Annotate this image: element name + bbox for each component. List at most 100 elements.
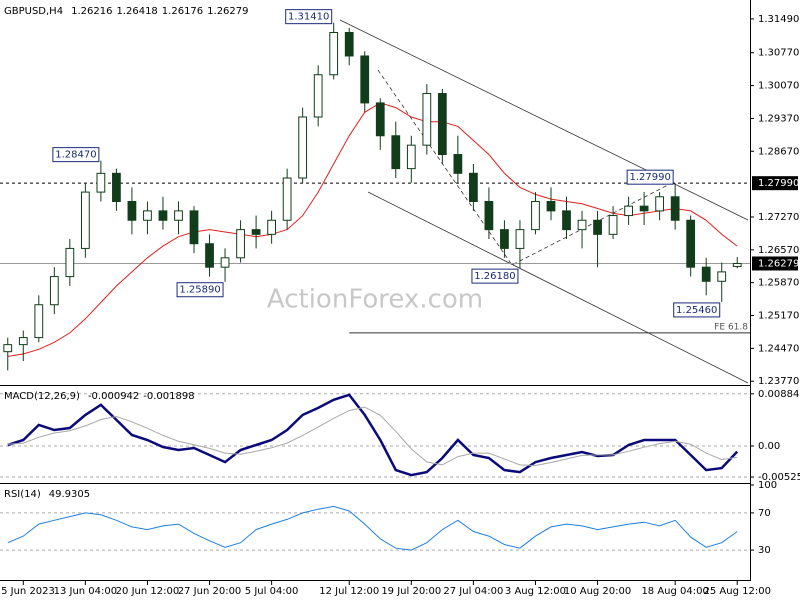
annotation-label: 1.26180 xyxy=(474,271,515,282)
candle-body xyxy=(298,116,308,179)
x-tick-label: 5 Jun 2023 xyxy=(1,586,55,597)
y-tick-label: 1.31490 xyxy=(758,14,799,25)
y-tick-label: 1.30070 xyxy=(758,81,799,92)
candle-body xyxy=(639,205,649,212)
candle-body xyxy=(406,144,416,170)
header-value: -0.000942 xyxy=(88,391,139,402)
panel-header: GBPUSD,H4 1.26216 1.26418 1.26176 1.26279 xyxy=(4,6,249,17)
channel-lower xyxy=(367,191,749,384)
candle-body xyxy=(515,229,525,249)
candle-body xyxy=(251,229,261,235)
candle-body xyxy=(391,135,401,170)
indicator-line xyxy=(7,406,738,467)
y-tick-label: 1.25170 xyxy=(758,311,799,322)
candle-body xyxy=(437,93,447,156)
y-tick-label: 0.00 xyxy=(758,441,780,452)
y-tick-label: 1.24470 xyxy=(758,343,799,354)
candle-body xyxy=(267,219,276,235)
candle-body xyxy=(422,93,432,146)
header-value: 1.26279 xyxy=(207,6,248,17)
x-tick-label: 3 Aug 12:00 xyxy=(505,586,566,597)
y-tick-label: 30 xyxy=(758,545,771,556)
candle-body xyxy=(344,32,354,57)
channel-upper xyxy=(339,19,749,221)
x-tick-label: 12 Jul 12:00 xyxy=(319,586,379,597)
candle-body xyxy=(236,229,245,259)
candle-body xyxy=(282,177,292,221)
candle-body xyxy=(717,271,727,282)
candle-body xyxy=(174,210,183,221)
y-tick-label: 1.25870 xyxy=(758,278,799,289)
candle-body xyxy=(143,210,152,221)
candle-body xyxy=(562,210,571,231)
candle-body xyxy=(49,276,59,306)
candle-body xyxy=(701,266,711,282)
price-label: 1.27990 xyxy=(758,178,799,189)
header-value: 1.26216 xyxy=(71,6,112,17)
candle-body xyxy=(127,200,137,221)
candle-body xyxy=(500,229,509,249)
annotation-box xyxy=(52,147,100,163)
candle-body xyxy=(375,102,385,137)
header-value: 49.9305 xyxy=(49,489,90,500)
header-value: 1.26176 xyxy=(162,6,203,17)
price-label-box xyxy=(752,256,798,271)
y-tick-label: 1.28670 xyxy=(758,146,799,157)
candle-body xyxy=(546,200,556,212)
y-tick-label: 1.23770 xyxy=(758,376,799,387)
candle-body xyxy=(34,304,44,339)
candle-body xyxy=(655,196,665,212)
candle-body xyxy=(329,32,339,76)
candle-body xyxy=(205,243,214,268)
candle-body xyxy=(686,219,696,268)
annotation-label: 1.25890 xyxy=(179,285,220,296)
candle-body xyxy=(531,200,540,231)
candle-body xyxy=(313,74,323,118)
annotation-label: 1.31410 xyxy=(288,12,329,23)
candle-body xyxy=(670,196,680,221)
annotation-label: 1.27990 xyxy=(629,172,670,183)
annotation-box xyxy=(176,282,224,298)
y-tick-label: 1.27270 xyxy=(758,212,799,223)
watermark: ActionForex.com xyxy=(267,285,483,315)
y-tick-label: -0.005252 xyxy=(758,472,800,483)
x-tick-label: 27 Jul 04:00 xyxy=(443,586,503,597)
y-tick-label: 70 xyxy=(758,508,771,519)
indicator-line xyxy=(7,505,738,551)
candle-body xyxy=(112,172,121,202)
fe-label: FE 61.8 xyxy=(714,322,748,332)
x-tick-label: 20 Jun 12:00 xyxy=(116,586,180,597)
panel-header: RSI(14) 49.9305 xyxy=(4,489,90,500)
candle-body xyxy=(453,154,463,174)
x-tick-label: 10 Aug 20:00 xyxy=(564,586,631,597)
annotation-label: 1.25460 xyxy=(676,305,717,316)
moving-average xyxy=(7,102,738,357)
annotation-box xyxy=(673,302,721,318)
x-tick-label: 19 Jul 20:00 xyxy=(381,586,441,597)
candle-body xyxy=(732,262,742,267)
x-tick-label: 25 Aug 12:00 xyxy=(704,586,771,597)
candle-body xyxy=(608,215,618,235)
indicator-line xyxy=(7,393,739,477)
candle-body xyxy=(360,55,370,104)
candle-body xyxy=(18,337,28,346)
candle-body xyxy=(80,191,90,249)
header-value: -0.001898 xyxy=(143,391,194,402)
header-value: 1.26418 xyxy=(116,6,157,17)
header-title: GBPUSD,H4 xyxy=(4,6,63,17)
candle-body xyxy=(220,257,230,268)
header-title: RSI(14) xyxy=(4,489,41,500)
price-label-box xyxy=(752,176,798,191)
candle-body xyxy=(469,172,478,202)
x-tick-label: 5 Jul 04:00 xyxy=(245,586,299,597)
y-tick-label: 100 xyxy=(758,480,777,491)
candle-body xyxy=(484,200,494,231)
candle-body xyxy=(593,219,602,235)
candle-body xyxy=(96,172,106,193)
annotation-box xyxy=(471,268,519,284)
candle-body xyxy=(624,205,633,217)
panel-header: MACD(12,26,9) -0.000942 -0.001898 xyxy=(4,391,195,402)
